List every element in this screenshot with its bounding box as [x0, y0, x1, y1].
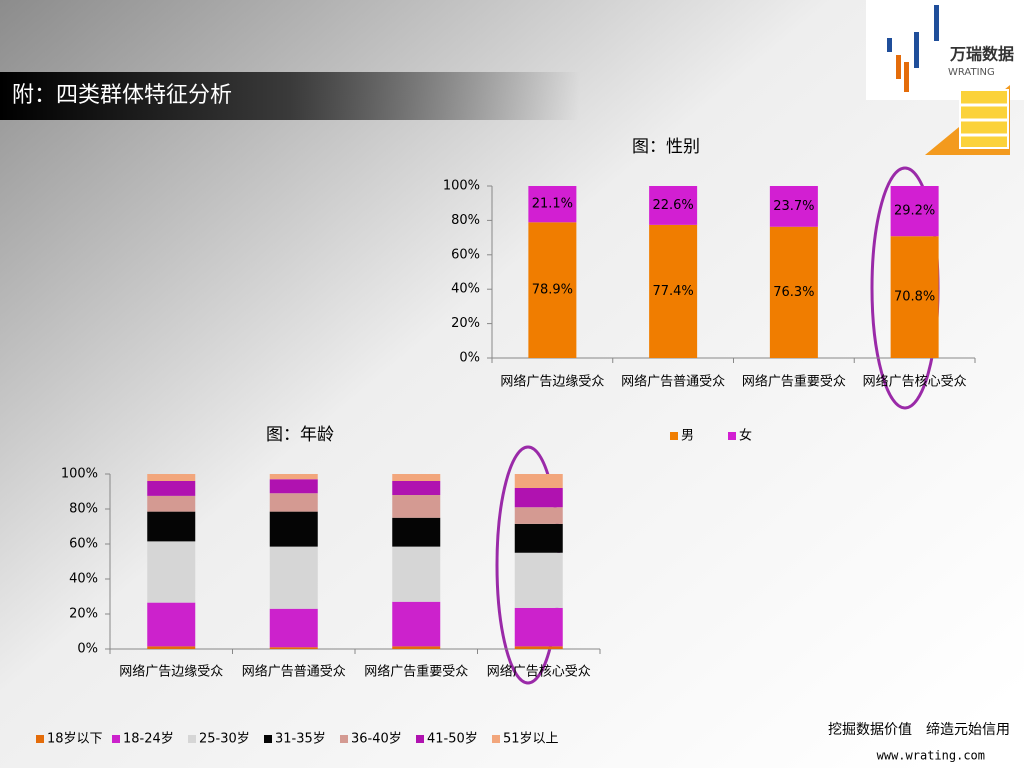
y-tick-label: 0%	[459, 351, 480, 366]
y-tick-label: 100%	[443, 179, 480, 194]
legend-swatch	[36, 735, 44, 743]
bar-segment	[147, 495, 196, 512]
bar-segment	[269, 493, 318, 512]
legend-swatch	[728, 432, 736, 440]
bar-segment	[769, 186, 818, 227]
x-tick-label: 网络广告边缘受众	[119, 664, 223, 680]
bar-segment	[514, 523, 563, 553]
logo: 万瑞数据 WRATING	[866, 0, 1024, 155]
bar-segment	[392, 495, 441, 518]
bar-segment	[269, 511, 318, 547]
logo-brand: WRATING	[948, 67, 995, 78]
legend-label: 31-35岁	[275, 732, 326, 747]
logo-bar	[904, 62, 909, 92]
title-bar	[0, 72, 580, 120]
x-tick-label: 网络广告普通受众	[242, 664, 346, 680]
legend-label: 51岁以上	[503, 732, 559, 747]
legend-swatch	[188, 735, 196, 743]
y-tick-label: 0%	[77, 642, 98, 657]
bar-segment	[514, 474, 563, 488]
legend-swatch	[112, 735, 120, 743]
bar-segment	[890, 236, 939, 358]
legend-label: 男	[681, 429, 694, 444]
bar-segment	[392, 646, 441, 649]
x-tick-label: 网络广告重要受众	[364, 664, 468, 680]
bar-segment	[649, 186, 698, 225]
legend-swatch	[670, 432, 678, 440]
logo-bar	[896, 55, 901, 79]
y-tick-label: 100%	[61, 467, 98, 482]
x-tick-label: 网络广告重要受众	[742, 374, 846, 390]
data-label: 76.3%	[773, 285, 814, 300]
bar-segment	[514, 488, 563, 508]
bar-segment	[514, 507, 563, 524]
bar-segment	[890, 186, 939, 237]
bar-segment	[147, 511, 196, 542]
y-tick-label: 20%	[451, 316, 480, 331]
legend-label: 36-40岁	[351, 732, 402, 747]
bar-segment	[147, 541, 196, 603]
data-label: 77.4%	[652, 284, 693, 299]
data-label: 78.9%	[532, 283, 573, 298]
bar-segment	[269, 474, 318, 480]
legend-swatch	[492, 735, 500, 743]
x-tick-label: 网络广告普通受众	[621, 374, 725, 390]
bar-segment	[769, 226, 818, 358]
logo-name: 万瑞数据	[949, 45, 1014, 64]
bar-segment	[392, 474, 441, 481]
bar-segment	[147, 602, 196, 647]
x-tick-label: 网络广告边缘受众	[500, 374, 604, 390]
bar-segment	[514, 607, 563, 647]
legend-swatch	[416, 735, 424, 743]
footer-url: www.wrating.com	[877, 749, 985, 763]
bar-segment	[269, 479, 318, 494]
bar-segment	[514, 646, 563, 649]
bar-segment	[269, 546, 318, 609]
legend-label: 41-50岁	[427, 732, 478, 747]
data-label: 21.1%	[532, 197, 573, 212]
bar-segment	[392, 481, 441, 495]
data-label: 70.8%	[894, 290, 935, 305]
legend-swatch	[340, 735, 348, 743]
y-tick-label: 80%	[451, 213, 480, 228]
x-tick-label: 网络广告核心受众	[487, 664, 591, 680]
bar-segment	[269, 647, 318, 649]
y-tick-label: 60%	[451, 247, 480, 262]
bar-segment	[392, 517, 441, 547]
x-tick-label: 网络广告核心受众	[863, 374, 967, 390]
logo-bar	[914, 32, 919, 68]
data-label: 22.6%	[652, 198, 693, 213]
bar-segment	[528, 222, 577, 358]
legend-label: 18-24岁	[123, 732, 174, 747]
data-label: 29.2%	[894, 204, 935, 219]
legend-label: 18岁以下	[47, 732, 103, 747]
footer-slogan: 挖掘数据价值 缔造元始信用	[828, 721, 1010, 738]
chart-title: 图：性别	[632, 137, 700, 157]
legend-swatch	[264, 735, 272, 743]
logo-bar	[934, 5, 939, 41]
bar-segment	[528, 186, 577, 223]
logo-bar	[887, 38, 892, 52]
bar-segment	[649, 224, 698, 358]
logo-box	[866, 0, 1024, 100]
bar-segment	[147, 481, 196, 496]
legend-label: 女	[739, 428, 752, 444]
bar-segment	[514, 552, 563, 608]
bar-segment	[269, 608, 318, 648]
y-tick-label: 40%	[451, 282, 480, 297]
y-tick-label: 20%	[69, 607, 98, 622]
bar-segment	[147, 646, 196, 649]
slide-title: 附：四类群体特征分析	[12, 83, 232, 108]
chart-title: 图：年龄	[266, 425, 334, 445]
bar-segment	[147, 474, 196, 481]
y-tick-label: 60%	[69, 537, 98, 552]
y-tick-label: 80%	[69, 502, 98, 517]
bar-segment	[392, 601, 441, 647]
y-tick-label: 40%	[69, 572, 98, 587]
legend-label: 25-30岁	[199, 732, 250, 747]
bar-segment	[392, 546, 441, 602]
data-label: 23.7%	[773, 199, 814, 214]
